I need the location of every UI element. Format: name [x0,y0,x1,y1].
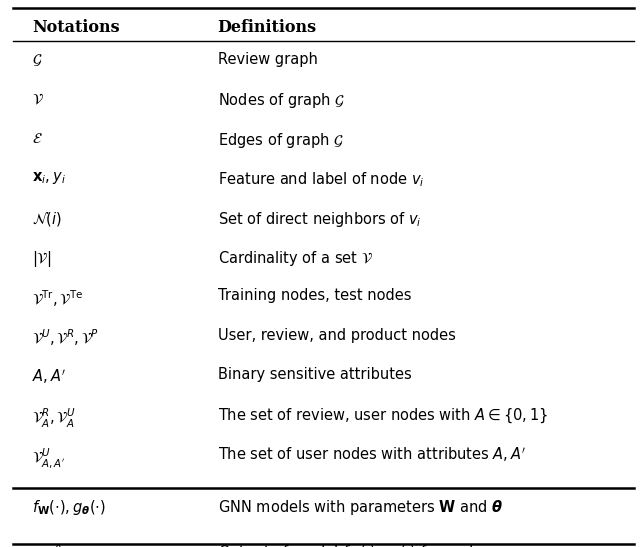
Text: The set of review, user nodes with $A \in \{0, 1\}$: The set of review, user nodes with $A \i… [218,406,548,425]
Text: Review graph: Review graph [218,52,317,67]
Text: $f_{\mathbf{W}}(\cdot), g_{\boldsymbol{\theta}}(\cdot)$: $f_{\mathbf{W}}(\cdot), g_{\boldsymbol{\… [32,498,106,517]
Text: Definitions: Definitions [218,19,317,36]
Text: Edges of graph $\mathcal{G}$: Edges of graph $\mathcal{G}$ [218,131,343,150]
Text: $\mathcal{E}$: $\mathcal{E}$ [32,131,43,146]
Text: User, review, and product nodes: User, review, and product nodes [218,328,456,342]
Text: $\mathbf{x}_i, y_i$: $\mathbf{x}_i, y_i$ [32,170,66,186]
Text: The set of user nodes with attributes $A, A'$: The set of user nodes with attributes $A… [218,446,525,464]
Text: $A, A'$: $A, A'$ [32,367,66,386]
Text: Notations: Notations [32,19,120,36]
Text: Output of model $f_{\mathbf{W}}(\cdot), g_{\boldsymbol{\theta}}(\cdot)$ for node: Output of model $f_{\mathbf{W}}(\cdot), … [218,543,499,547]
Text: $\hat{y}_i, \hat{A}'_i$: $\hat{y}_i, \hat{A}'_i$ [32,543,70,547]
Text: GNN models with parameters $\mathbf{W}$ and $\boldsymbol{\theta}$: GNN models with parameters $\mathbf{W}$ … [218,498,503,517]
Text: Training nodes, test nodes: Training nodes, test nodes [218,288,411,303]
Text: $\mathcal{V}^{\mathrm{Tr}}, \mathcal{V}^{\mathrm{Te}}$: $\mathcal{V}^{\mathrm{Tr}}, \mathcal{V}^… [32,288,83,309]
Text: $|\mathcal{V}|$: $|\mathcal{V}|$ [32,249,51,269]
Text: $\mathcal{V}^{R}_{A}, \mathcal{V}^{U}_{A}$: $\mathcal{V}^{R}_{A}, \mathcal{V}^{U}_{A… [32,406,76,429]
Text: Binary sensitive attributes: Binary sensitive attributes [218,367,412,382]
Text: $\mathcal{V}^{U}_{A,A'}$: $\mathcal{V}^{U}_{A,A'}$ [32,446,65,470]
Text: $\mathcal{V}$: $\mathcal{V}$ [32,91,44,106]
Text: $\mathcal{N}(i)$: $\mathcal{N}(i)$ [32,210,62,228]
Text: Cardinality of a set $\mathcal{V}$: Cardinality of a set $\mathcal{V}$ [218,249,373,268]
Text: Feature and label of node $v_i$: Feature and label of node $v_i$ [218,170,424,189]
Text: Nodes of graph $\mathcal{G}$: Nodes of graph $\mathcal{G}$ [218,91,345,110]
Text: Set of direct neighbors of $v_i$: Set of direct neighbors of $v_i$ [218,210,421,229]
Text: $\mathcal{V}^{U}, \mathcal{V}^{R}, \mathcal{V}^{P}$: $\mathcal{V}^{U}, \mathcal{V}^{R}, \math… [32,328,99,348]
Text: $\mathcal{G}$: $\mathcal{G}$ [32,52,42,68]
